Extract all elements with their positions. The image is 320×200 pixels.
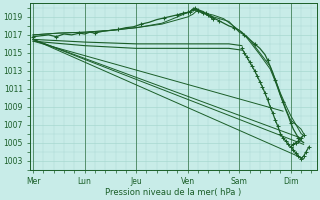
X-axis label: Pression niveau de la mer( hPa ): Pression niveau de la mer( hPa ) <box>105 188 242 197</box>
